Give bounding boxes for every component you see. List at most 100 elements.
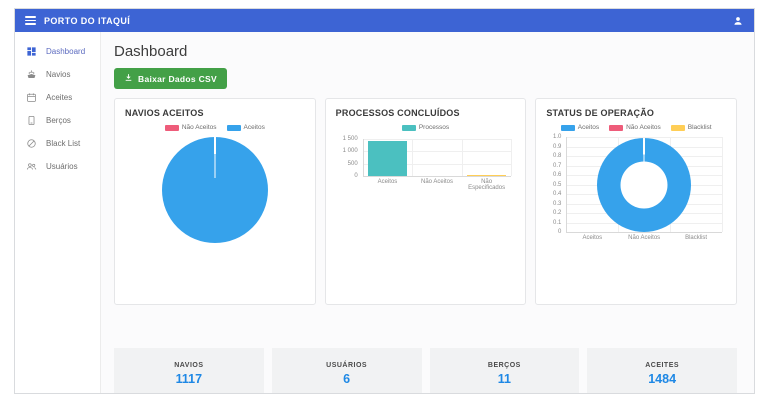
bar-y-axis: 1 500 1 000 500 0: [336, 136, 363, 179]
y-tick-label: 0: [354, 173, 358, 179]
download-csv-button[interactable]: Baixar Dados CSV: [114, 68, 227, 89]
legend-swatch: [401, 124, 416, 131]
user-account-icon[interactable]: [732, 15, 744, 27]
bar-plot-area: [362, 139, 513, 177]
legend-item[interactable]: Processos: [401, 124, 450, 131]
stat-value: 1484: [648, 372, 677, 386]
x-tick-label: Aceitos: [377, 179, 398, 185]
chart-card-navios-aceitos: NAVIOS ACEITOS Não Aceitos Aceitos: [114, 98, 316, 305]
sidebar-item-aceites[interactable]: Aceites: [15, 86, 100, 109]
legend-label: Não Aceitos: [626, 124, 661, 131]
main-content: Dashboard Baixar Dados CSV NAVIOS ACEITO…: [101, 32, 754, 393]
y-tick-label: 0.5: [553, 181, 562, 188]
donut-y-axis: 1.0 0.9 0.8 0.7 0.6 0.5 0.4 0.3 0.2 0.1 0: [546, 134, 566, 235]
donut-ring: [597, 137, 692, 232]
dock-icon: [26, 115, 37, 126]
stat-card-usuários: USUÁRIOS 6: [271, 348, 422, 393]
y-tick-label: 0.1: [553, 219, 562, 226]
donut-chart: 1.0 0.9 0.8 0.7 0.6 0.5 0.4 0.3 0.2 0.1 0: [546, 134, 726, 235]
chart-legend: Não Aceitos Aceitos: [125, 124, 305, 131]
block-icon: [26, 138, 37, 149]
sidebar-item-berços[interactable]: Berços: [15, 109, 100, 132]
ship-icon: [26, 69, 37, 80]
topbar: PORTO DO ITAQUÍ: [15, 9, 754, 32]
y-tick-label: 0.4: [553, 191, 562, 197]
gridline-v: [412, 139, 414, 176]
users-icon: [26, 161, 37, 172]
y-tick-label: 0.9: [553, 143, 562, 150]
sidebar-item-navios[interactable]: Navios: [15, 63, 100, 86]
stat-label: ACEITES: [645, 362, 680, 369]
sidebar-item-dashboard[interactable]: Dashboard: [15, 40, 100, 63]
calendar-icon: [26, 92, 37, 103]
y-tick-label: 1 500: [342, 136, 358, 142]
legend-item[interactable]: Aceitos: [226, 124, 265, 131]
y-tick-label: 500: [347, 160, 358, 167]
y-axis-line: [566, 137, 568, 232]
legend-item[interactable]: Não Aceitos: [609, 124, 661, 131]
charts-row: NAVIOS ACEITOS Não Aceitos Aceitos PROCES…: [114, 98, 738, 305]
y-tick-label: 1 000: [342, 148, 358, 155]
legend-swatch: [670, 124, 685, 131]
y-axis-line: [362, 139, 364, 176]
sidebar-item-label: Black List: [46, 139, 81, 148]
stats-row: NAVIOS 1117 USUÁRIOS 6 BERÇOS 11 ACEITES 1484: [114, 348, 737, 393]
legend-label: Processos: [418, 124, 450, 131]
x-tick-label: Não Aceitos: [421, 179, 454, 185]
gridline-h: [362, 139, 512, 140]
app-title: PORTO DO ITAQUÍ: [44, 15, 131, 26]
sidebar-item-black-list[interactable]: Black List: [15, 132, 100, 155]
sidebar-item-label: Usuários: [46, 162, 78, 171]
menu-icon[interactable]: [25, 16, 36, 25]
bar-não-especificados: [466, 175, 507, 176]
y-tick-label: 0.2: [553, 210, 562, 216]
bar-chart: 1 500 1 000 500 0: [336, 136, 516, 179]
sidebar-item-label: Navios: [46, 70, 71, 79]
gridline-v: [461, 139, 463, 176]
x-tick-label: Aceitos: [582, 235, 603, 241]
gridline-h: [362, 151, 512, 153]
legend-label: Não Aceitos: [181, 124, 217, 131]
legend-item[interactable]: Aceitos: [560, 124, 600, 131]
chart-title: STATUS DE OPERAÇÃO: [546, 108, 655, 118]
chart-card-status-operacao: STATUS DE OPERAÇÃO Aceitos Não Aceitos Bla…: [535, 98, 738, 305]
stat-value: 1117: [175, 372, 203, 386]
sidebar-item-usuários[interactable]: Usuários: [15, 155, 100, 178]
legend-swatch: [226, 124, 241, 131]
y-tick-label: 1.0: [553, 134, 562, 140]
stat-value: 11: [497, 372, 511, 386]
gridline-h: [566, 232, 723, 233]
legend-item[interactable]: Blacklist: [670, 124, 712, 131]
x-tick-label: Não Especificados: [468, 179, 506, 191]
app-body: Dashboard Navios Aceites Berços Black List Us…: [15, 32, 754, 393]
chart-title: PROCESSOS CONCLUÍDOS: [335, 108, 460, 118]
legend-label: Aceitos: [577, 124, 600, 131]
legend-swatch: [560, 124, 575, 131]
donut-x-labels: Aceitos Não Aceitos Blacklist: [566, 235, 722, 241]
gridline-v: [511, 139, 513, 176]
sidebar-item-label: Aceites: [46, 93, 73, 102]
page-title: Dashboard: [114, 43, 188, 60]
bar-x-labels: Aceitos Não Aceitos Não Especificados: [363, 179, 512, 191]
bar-aceitos: [367, 141, 408, 176]
stat-card-navios: NAVIOS 1117: [114, 348, 264, 393]
stat-label: NAVIOS: [174, 362, 204, 369]
sidebar-item-label: Dashboard: [46, 47, 86, 56]
chart-legend: Processos: [336, 124, 516, 131]
y-tick-label: 0.3: [553, 200, 562, 207]
gridline-v: [722, 137, 724, 232]
pie-chart-area: [125, 137, 305, 243]
legend-swatch: [609, 124, 624, 131]
donut-hole: [620, 161, 668, 208]
download-icon: [124, 73, 133, 84]
chart-title: NAVIOS ACEITOS: [125, 108, 204, 118]
pie-chart: [161, 137, 268, 243]
chart-card-processos-concluidos: PROCESSOS CONCLUÍDOS Processos 1 500 1 00…: [324, 98, 527, 305]
legend-item[interactable]: Não Aceitos: [164, 124, 217, 131]
gridline-h: [362, 163, 512, 165]
stat-label: USUÁRIOS: [326, 362, 368, 369]
download-csv-label: Baixar Dados CSV: [138, 73, 217, 84]
x-tick-label: Não Aceitos: [628, 235, 661, 241]
gridline-h: [362, 176, 512, 177]
stat-label: BERÇOS: [487, 362, 521, 369]
